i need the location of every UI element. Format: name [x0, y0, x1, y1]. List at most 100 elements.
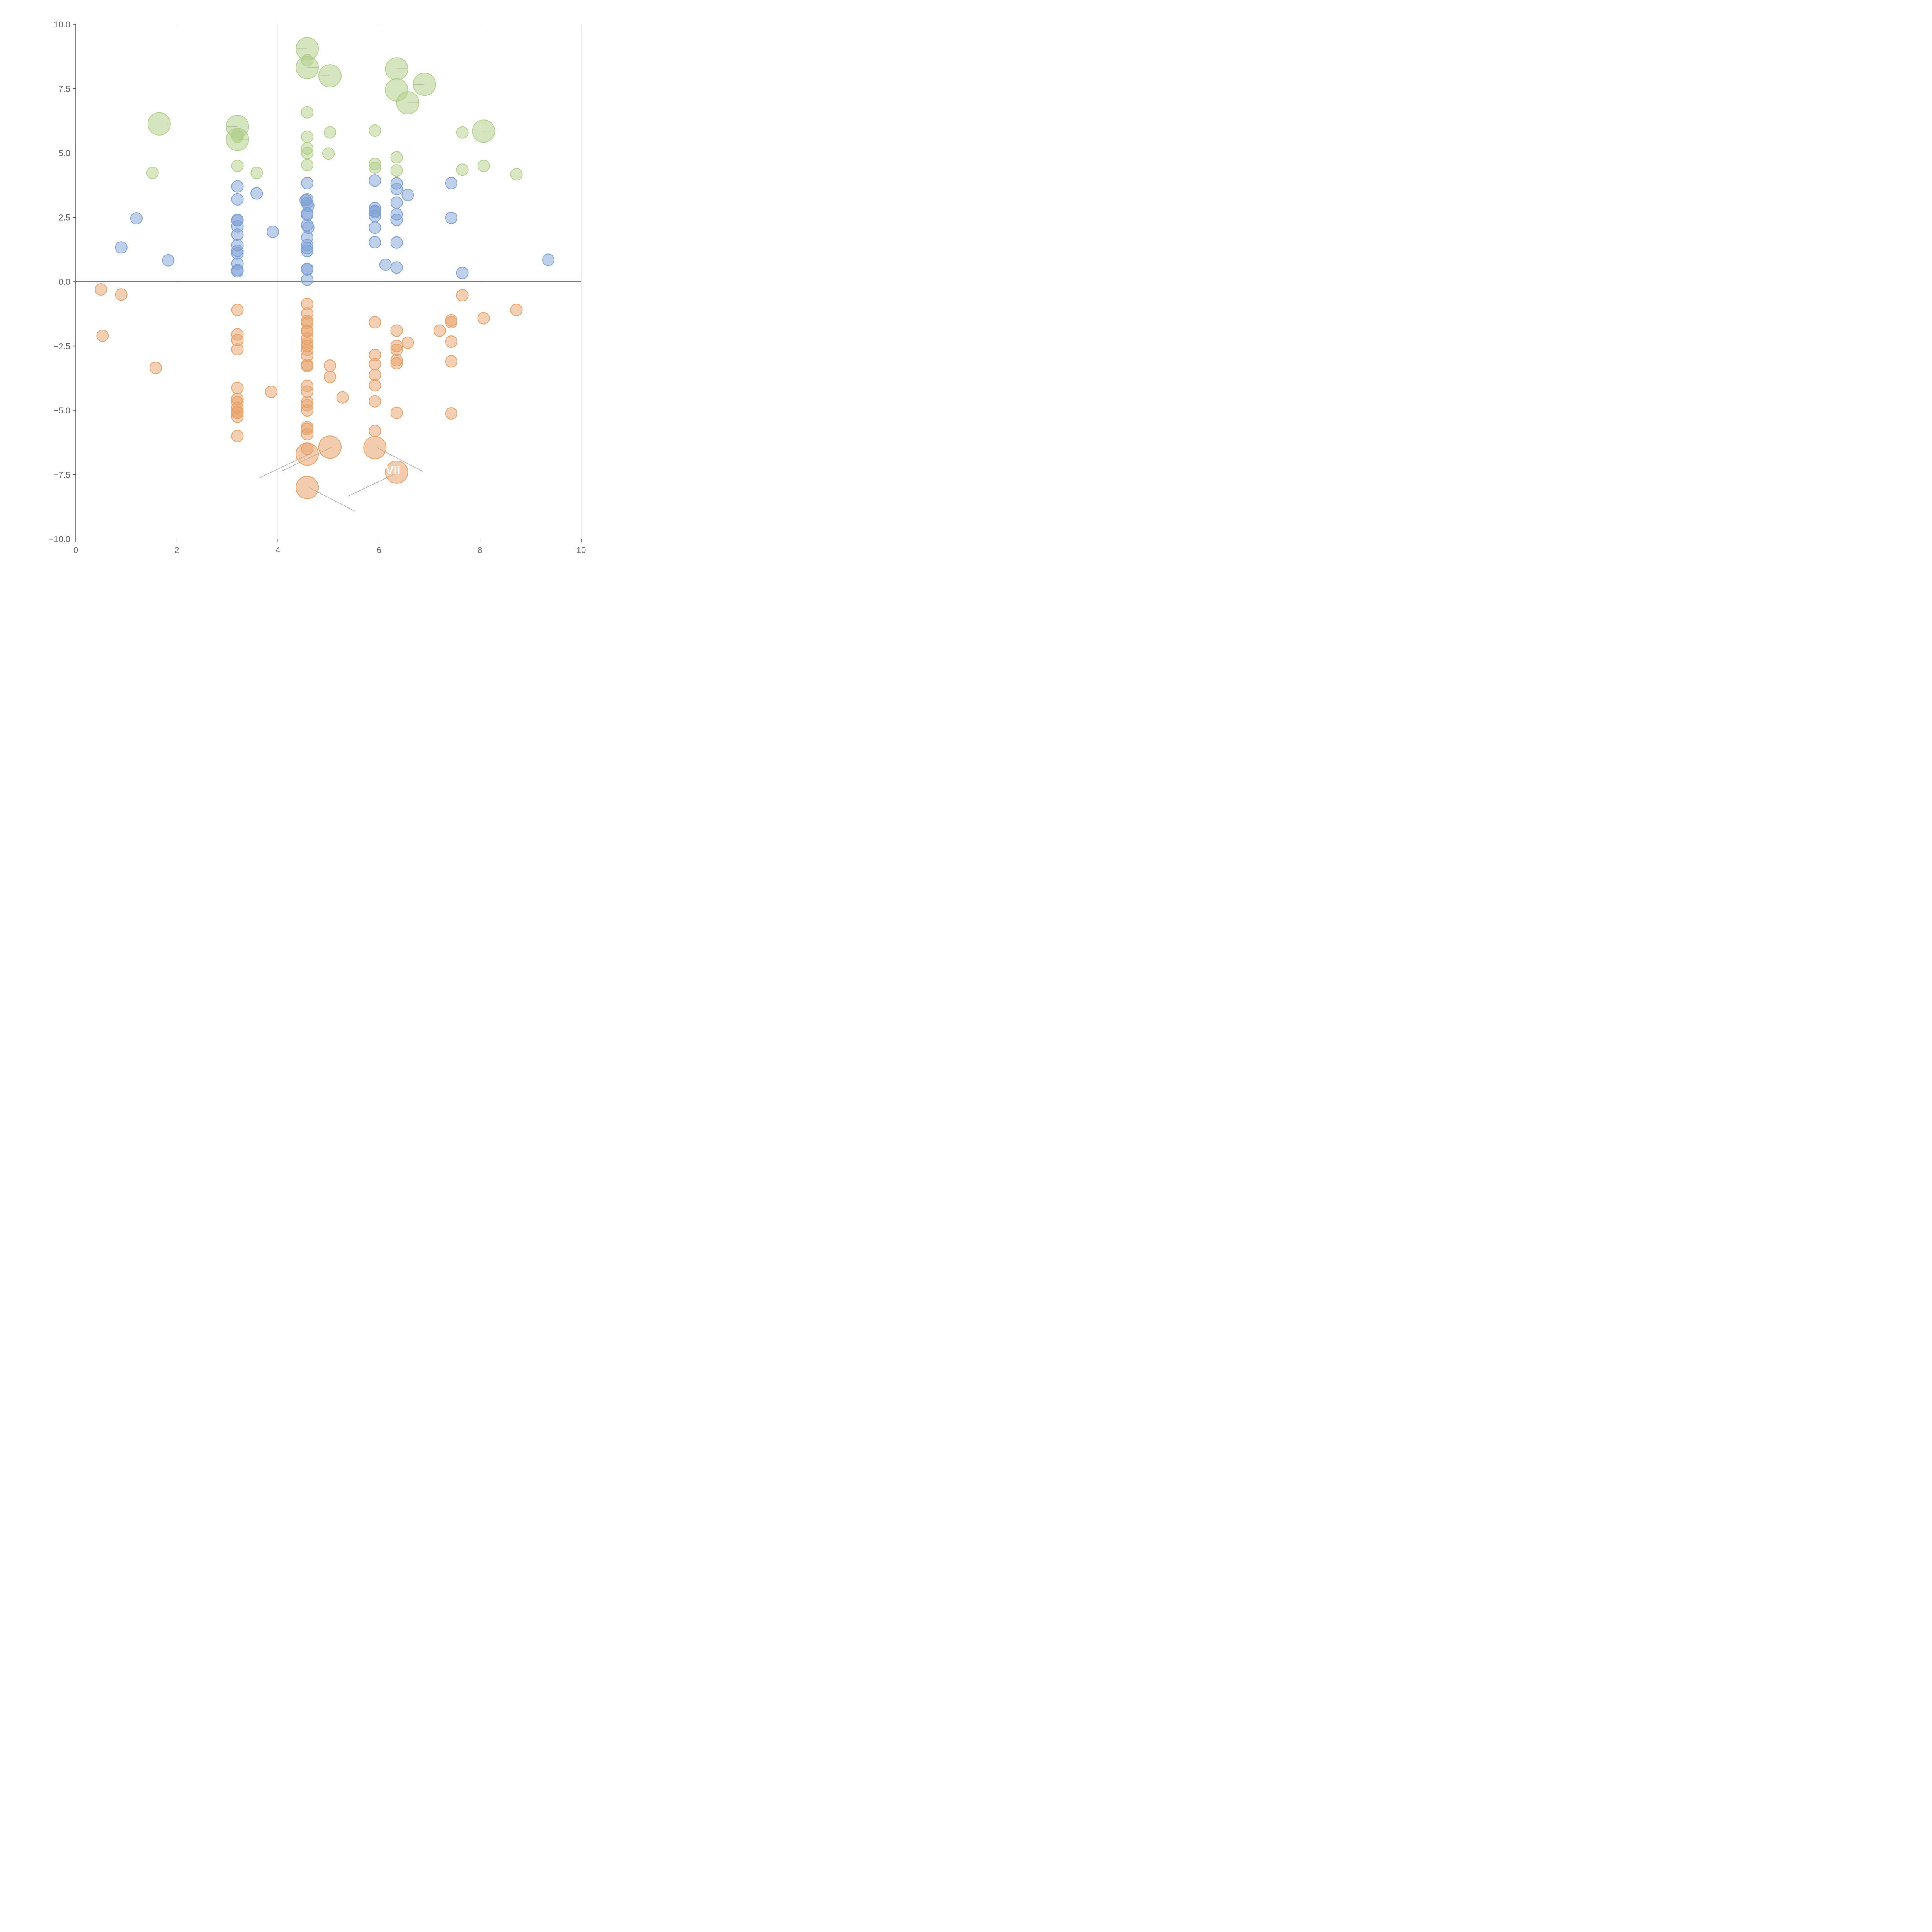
bubble-green — [296, 56, 319, 79]
data-point-green — [146, 167, 159, 179]
data-point-blue — [390, 214, 403, 226]
axis-layer: 10.0 7.5 5.0 2.5 0.0 −2.5 −5.0 −7.5 −10.00 2 4 6 8 10 — [49, 20, 586, 555]
data-point-orange — [231, 430, 244, 442]
data-point-blue — [301, 273, 314, 286]
data-point-blue — [301, 177, 314, 189]
data-point-orange — [369, 316, 381, 329]
data-point-green — [369, 124, 381, 137]
data-point-orange — [323, 371, 336, 383]
data-point-orange — [390, 357, 403, 370]
scatter-chart: 10.0 7.5 5.0 2.5 0.0 −2.5 −5.0 −7.5 −10.0 0 2 4 6 8 10… — [0, 0, 603, 603]
data-point-blue — [379, 259, 392, 271]
data-point-blue — [369, 174, 381, 187]
data-point-blue — [445, 177, 457, 189]
bubble-green — [147, 112, 171, 136]
data-point-blue — [231, 180, 244, 193]
data-point-green — [510, 168, 523, 181]
bubble-green — [226, 128, 249, 151]
data-point-orange — [445, 335, 457, 348]
bubble-green — [385, 57, 408, 81]
data-point-blue — [267, 225, 279, 238]
data-point-blue — [445, 211, 457, 224]
data-point-orange — [369, 369, 381, 381]
data-point-blue — [231, 193, 244, 206]
data-point-orange — [369, 358, 381, 371]
data-point-orange — [301, 385, 314, 398]
data-point-green — [322, 147, 335, 160]
data-point-green — [231, 160, 244, 172]
data-point-blue — [390, 236, 403, 249]
data-point-orange — [301, 428, 314, 440]
data-point-orange — [445, 316, 457, 329]
data-point-orange — [115, 288, 128, 301]
data-point-green — [456, 126, 469, 139]
data-point-orange — [369, 425, 381, 437]
y-tick-label: 5.0 — [58, 148, 70, 158]
x-tick-label: 10 — [577, 545, 586, 555]
data-point-blue — [390, 261, 403, 274]
bubble-label: VII — [386, 464, 400, 477]
data-point-blue — [301, 263, 314, 276]
data-point-orange — [265, 386, 278, 398]
x-tick-label: 6 — [377, 545, 381, 555]
data-point-orange — [433, 324, 446, 337]
y-tick-label: −5.0 — [54, 406, 70, 415]
x-tick-label: 8 — [478, 545, 482, 555]
data-point-orange — [95, 283, 107, 296]
y-tick-label: −2.5 — [54, 342, 70, 351]
data-point-blue — [369, 236, 381, 249]
data-point-blue — [369, 221, 381, 234]
bubble-orange — [318, 435, 342, 459]
data-point-orange — [231, 343, 244, 356]
data-point-orange — [456, 289, 469, 302]
data-point-green — [301, 147, 314, 159]
x-tick-label: 0 — [73, 545, 78, 555]
points-layer — [95, 54, 554, 455]
chart-svg: 10.07.55.02.50.0−2.5−5.0−7.5−10.00 2 4 6 8 10… — [49, 20, 586, 555]
data-point-orange — [323, 359, 336, 372]
data-point-orange — [369, 379, 381, 392]
bubble-green — [472, 119, 495, 143]
bubble-green — [318, 64, 342, 88]
data-point-green — [390, 151, 403, 164]
data-point-green — [323, 126, 336, 139]
data-point-orange — [301, 360, 314, 372]
data-point-orange — [336, 391, 349, 404]
data-point-green — [369, 161, 381, 174]
big-bubbles-layer — [147, 37, 495, 499]
data-point-blue — [231, 228, 244, 241]
bubble-green — [396, 91, 420, 115]
data-point-green — [456, 163, 469, 176]
data-point-orange — [96, 329, 109, 342]
y-tick-label: 0.0 — [58, 277, 70, 287]
data-point-orange — [510, 304, 523, 316]
data-point-orange — [477, 312, 490, 325]
data-point-blue — [115, 241, 128, 254]
bubble-orange — [296, 476, 319, 499]
data-point-blue — [390, 183, 403, 196]
y-tick-label: −7.5 — [54, 470, 70, 480]
bubble-orange — [385, 460, 408, 484]
data-point-blue — [390, 196, 403, 209]
data-point-green — [477, 160, 490, 172]
y-tick-label: −10.0 — [49, 534, 70, 544]
data-point-orange — [369, 395, 381, 408]
data-point-green — [301, 131, 314, 143]
data-point-blue — [162, 254, 175, 267]
bubble-orange — [296, 442, 319, 466]
data-point-orange — [445, 355, 457, 368]
data-point-blue — [456, 267, 469, 279]
data-point-orange — [149, 362, 162, 374]
data-point-blue — [231, 247, 244, 260]
data-point-orange — [231, 410, 244, 423]
data-point-green — [390, 164, 403, 177]
data-point-blue — [250, 187, 263, 200]
data-point-blue — [231, 265, 244, 278]
data-point-green — [301, 159, 314, 172]
data-point-orange — [390, 406, 403, 419]
data-point-orange — [445, 407, 457, 420]
y-tick-label: 10.0 — [54, 20, 70, 29]
x-tick-label: 2 — [174, 545, 179, 555]
data-point-blue — [369, 210, 381, 223]
data-point-green — [250, 167, 263, 179]
